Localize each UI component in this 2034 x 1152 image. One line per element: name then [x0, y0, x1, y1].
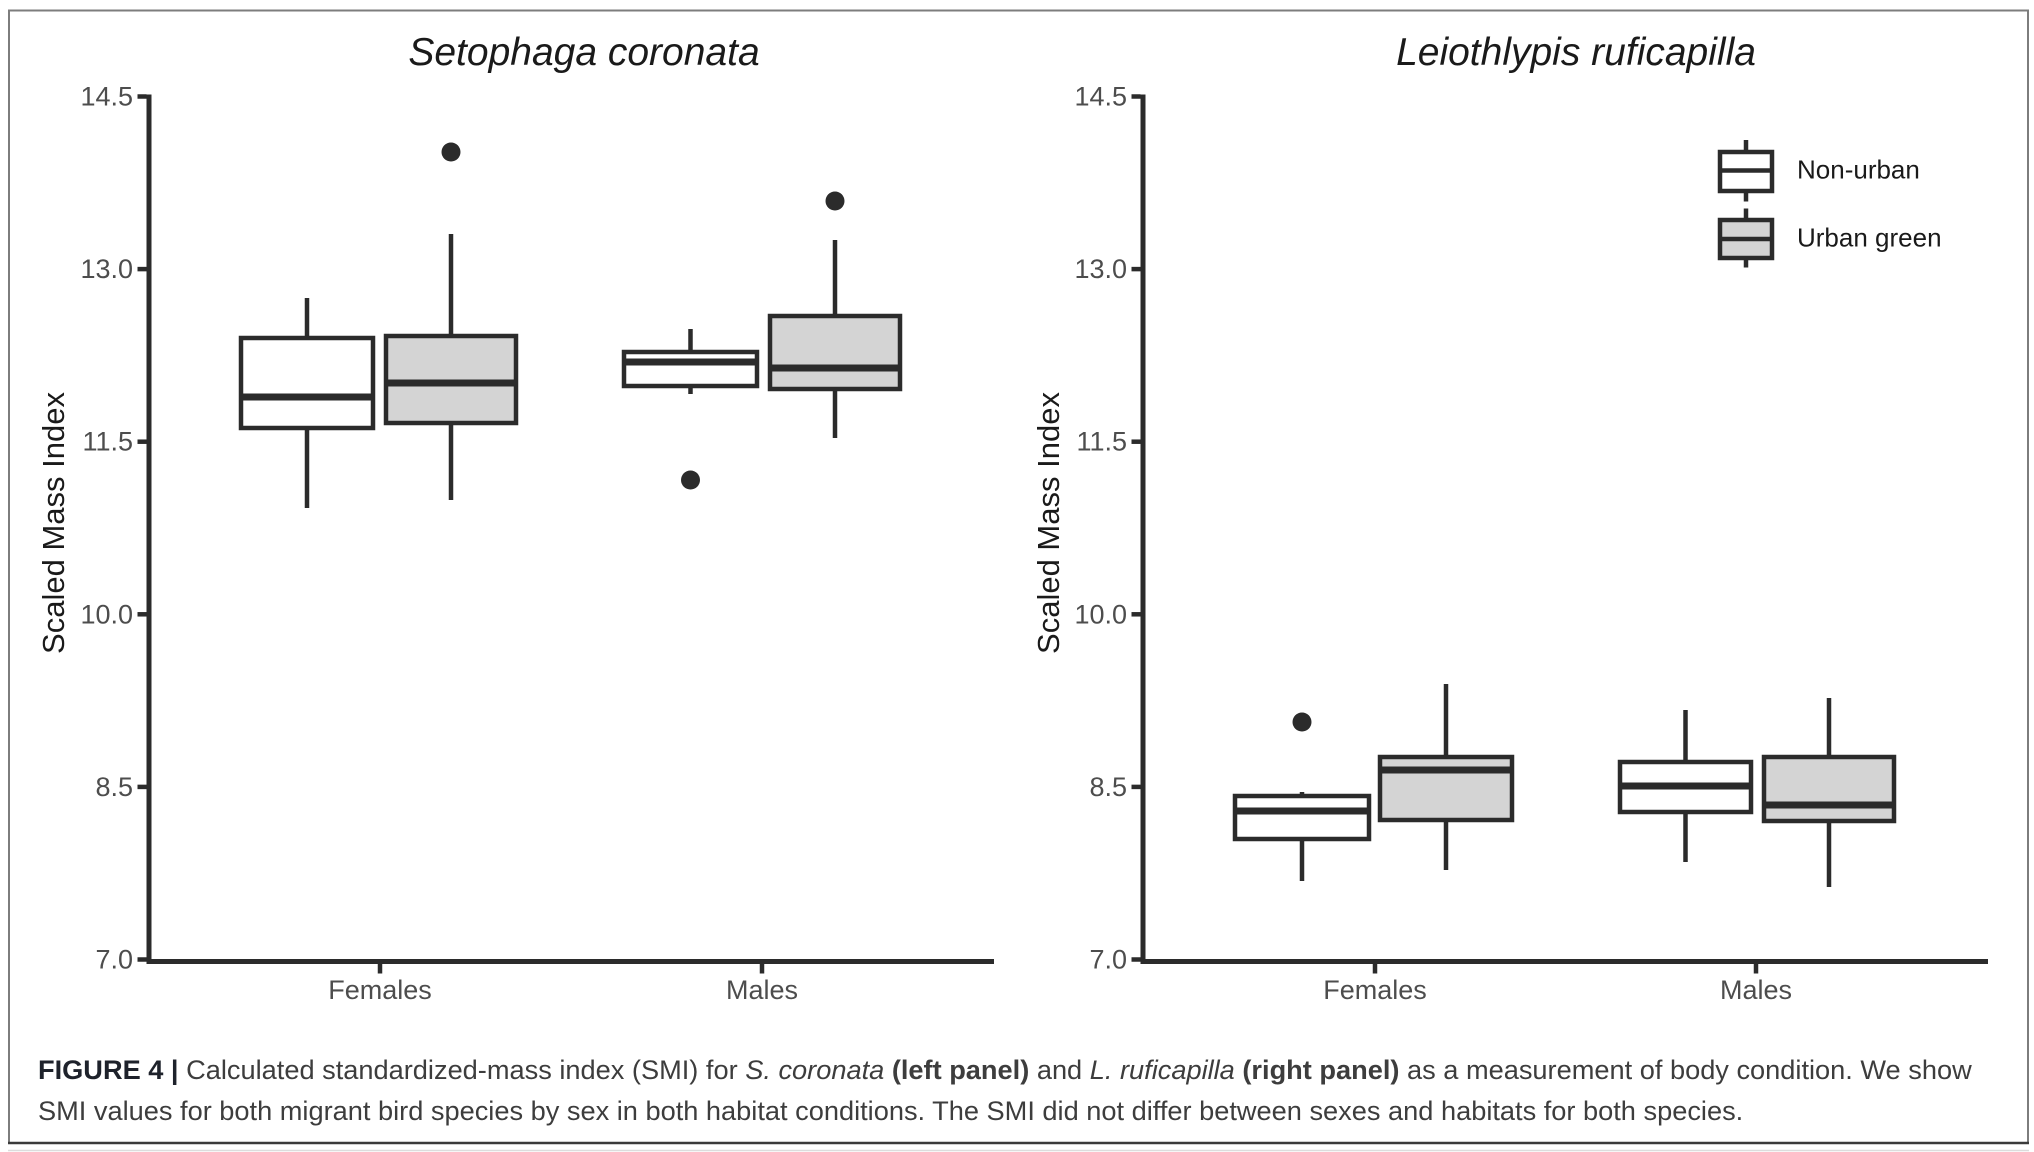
svg-text:SMI values for both migrant bi: SMI values for both migrant bird species…	[38, 1095, 1743, 1126]
svg-text:8.5: 8.5	[95, 772, 133, 802]
svg-text:7.0: 7.0	[95, 945, 133, 975]
svg-text:Females: Females	[328, 975, 432, 1005]
svg-text:14.5: 14.5	[80, 82, 133, 112]
svg-text:11.5: 11.5	[82, 427, 133, 457]
svg-text:10.0: 10.0	[80, 599, 133, 629]
svg-text:Setophaga coronata: Setophaga coronata	[408, 31, 759, 74]
svg-text:Males: Males	[1720, 975, 1792, 1005]
svg-text:13.0: 13.0	[1074, 254, 1127, 284]
svg-text:13.0: 13.0	[80, 254, 133, 284]
svg-text:Scaled Mass Index: Scaled Mass Index	[1031, 392, 1066, 654]
svg-text:14.5: 14.5	[1074, 82, 1127, 112]
svg-text:Scaled Mass Index: Scaled Mass Index	[36, 392, 71, 654]
svg-text:FIGURE 4 | Calculated standard: FIGURE 4 | Calculated standardized-mass …	[38, 1054, 1972, 1085]
svg-text:7.0: 7.0	[1089, 945, 1127, 975]
svg-text:Non-urban: Non-urban	[1797, 155, 1920, 185]
svg-text:Females: Females	[1323, 975, 1427, 1005]
svg-text:11.5: 11.5	[1076, 427, 1127, 457]
svg-text:Urban green: Urban green	[1797, 223, 1942, 253]
svg-text:Leiothlypis ruficapilla: Leiothlypis ruficapilla	[1396, 31, 1756, 74]
svg-text:10.0: 10.0	[1074, 599, 1127, 629]
svg-text:Males: Males	[726, 975, 798, 1005]
svg-text:8.5: 8.5	[1089, 772, 1127, 802]
